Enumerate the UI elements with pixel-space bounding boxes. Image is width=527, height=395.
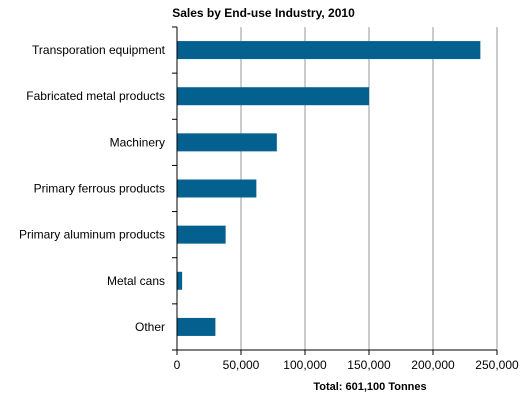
x-tick-label: 50,000 (223, 358, 260, 372)
x-tick-label: 0 (174, 358, 181, 372)
x-tick-label: 250,000 (475, 358, 519, 372)
x-tick-label: 200,000 (411, 358, 455, 372)
bar (177, 225, 226, 244)
y-tick-label: Fabricated metal products (26, 89, 165, 103)
bar (177, 41, 481, 60)
chart-title: Sales by End-use Industry, 2010 (172, 6, 355, 20)
y-tick-label: Primary ferrous products (34, 182, 165, 196)
bar (177, 179, 257, 198)
bar (177, 271, 183, 290)
y-tick-label: Other (135, 320, 165, 334)
bar (177, 133, 277, 152)
y-tick-label: Machinery (110, 135, 165, 149)
x-tick-label: 100,000 (283, 358, 327, 372)
y-tick-label: Metal cans (107, 274, 165, 288)
y-tick-label: Transporation equipment (32, 43, 166, 57)
chart-total-note: Total: 601,100 Tonnes (313, 381, 427, 393)
bar (177, 317, 216, 336)
x-tick-label: 150,000 (347, 358, 391, 372)
bar (177, 87, 369, 106)
y-tick-label: Primary aluminum products (19, 228, 165, 242)
